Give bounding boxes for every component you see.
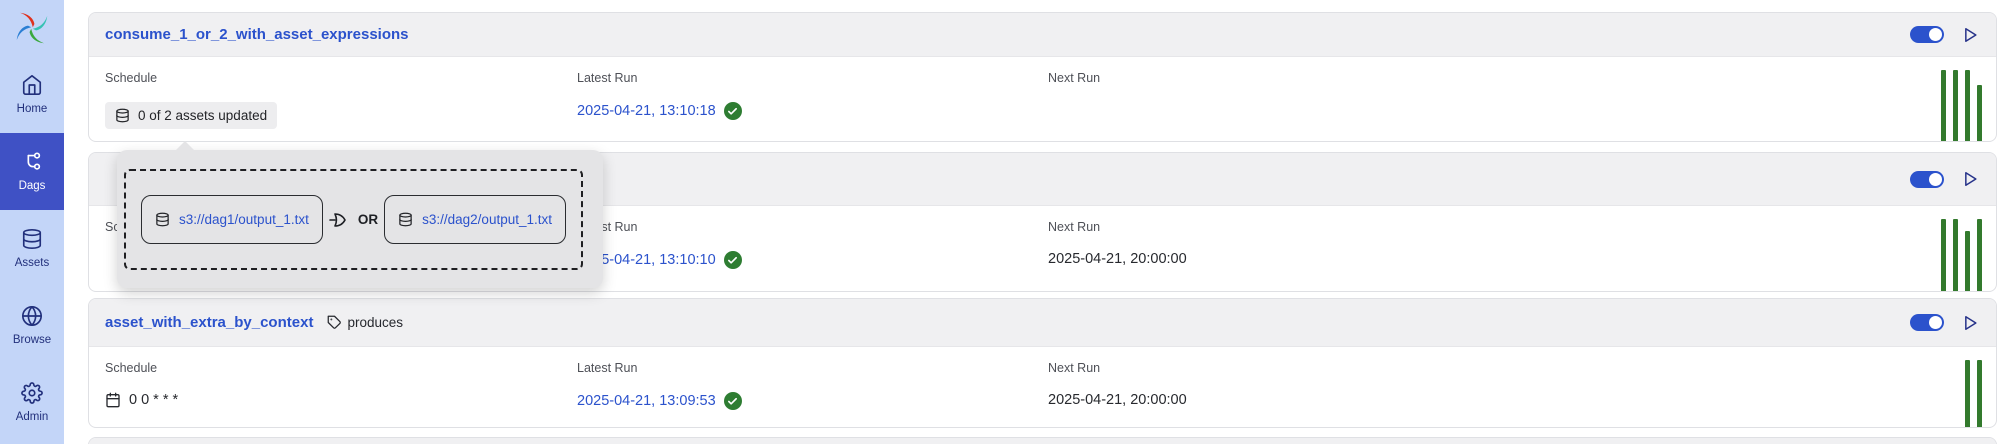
dag-tag[interactable]: produces xyxy=(327,315,403,330)
home-icon xyxy=(22,75,42,95)
run-bar[interactable] xyxy=(1941,219,1946,291)
run-duration-bars[interactable] xyxy=(1941,70,1982,141)
asset-uri-link[interactable]: s3://dag1/output_1.txt xyxy=(179,212,309,227)
sidebar-item-dags[interactable]: Dags xyxy=(0,133,64,210)
sidebar-item-label: Dags xyxy=(18,180,46,192)
sidebar-item-home[interactable]: Home xyxy=(0,56,64,133)
sidebar-item-label: Assets xyxy=(14,257,50,269)
sidebar-item-label: Admin xyxy=(15,411,49,423)
dag-tag-label: produces xyxy=(347,315,403,330)
schedule-label: Schedule xyxy=(105,71,158,85)
trigger-dag-button[interactable] xyxy=(1960,25,1980,45)
schedule-label: Schedule xyxy=(105,361,158,375)
run-bar[interactable] xyxy=(1941,70,1946,141)
run-duration-bars[interactable] xyxy=(1941,219,1982,291)
success-check-icon xyxy=(723,392,742,410)
database-icon xyxy=(399,212,412,227)
sidebar-item-label: Browse xyxy=(12,334,52,346)
sidebar: Home Dags Assets Browse Admin xyxy=(0,0,64,444)
success-check-icon xyxy=(723,251,742,269)
airflow-logo[interactable] xyxy=(0,0,64,56)
play-icon xyxy=(1965,315,1977,330)
latest-run-label: Latest Run xyxy=(577,361,638,375)
run-duration-bars[interactable] xyxy=(1965,360,1982,427)
asset-schedule-badge[interactable]: 0 of 2 assets updated xyxy=(105,102,278,129)
database-icon xyxy=(116,108,129,123)
sidebar-item-label: Home xyxy=(16,103,48,115)
next-run-value: 2025-04-21, 20:00:00 xyxy=(1048,251,1187,267)
dag-card xyxy=(88,437,1997,444)
trigger-dag-button[interactable] xyxy=(1960,313,1980,333)
dag-card-body: Schedule 0 0 * * * Latest Run 2025-04-21… xyxy=(89,347,1996,427)
run-bar[interactable] xyxy=(1953,219,1958,291)
toggle-knob xyxy=(1929,28,1942,41)
latest-run-link[interactable]: 2025-04-21, 13:10:18 xyxy=(577,103,716,119)
dag-card-body: Schedule 0 of 2 assets updated Latest Ru… xyxy=(89,57,1996,141)
schedule-badge-text: 0 of 2 assets updated xyxy=(138,108,268,123)
dag-enabled-toggle[interactable] xyxy=(1910,170,1944,188)
or-operator-label: OR xyxy=(357,212,379,227)
sidebar-item-admin[interactable]: Admin xyxy=(0,364,64,441)
or-operator: OR xyxy=(329,212,378,228)
toggle-knob xyxy=(1929,316,1942,329)
run-bar[interactable] xyxy=(1977,360,1982,427)
sidebar-item-assets[interactable]: Assets xyxy=(0,210,64,287)
popover-arrow xyxy=(175,141,195,151)
dag-card-header: consume_1_or_2_with_asset_expressions xyxy=(89,13,1996,57)
latest-run-label: Latest Run xyxy=(577,71,638,85)
run-bar[interactable] xyxy=(1977,219,1982,291)
cron-schedule-value: 0 0 * * * xyxy=(129,392,179,408)
dag-enabled-toggle[interactable] xyxy=(1910,314,1944,331)
trigger-dag-button[interactable] xyxy=(1960,169,1980,189)
next-run-label: Next Run xyxy=(1048,361,1101,375)
toggle-knob xyxy=(1929,172,1942,186)
calendar-icon xyxy=(106,392,120,408)
play-icon xyxy=(1965,27,1977,42)
assets-icon xyxy=(22,229,42,249)
latest-run-link[interactable]: 2025-04-21, 13:10:10 xyxy=(577,252,716,268)
run-bar[interactable] xyxy=(1965,231,1970,291)
dags-icon xyxy=(27,152,41,170)
run-bar[interactable] xyxy=(1965,70,1970,141)
airflow-pinwheel-icon xyxy=(16,12,48,44)
next-run-value: 2025-04-21, 20:00:00 xyxy=(1048,392,1187,408)
next-run-label: Next Run xyxy=(1048,220,1101,234)
dag-title-link[interactable]: asset_with_extra_by_context xyxy=(105,314,314,331)
run-bar[interactable] xyxy=(1977,84,1982,141)
play-icon xyxy=(1965,172,1977,186)
asset-box: s3://dag2/output_1.txt xyxy=(384,195,566,244)
dag-card: consume_1_or_2_with_asset_expressions Sc… xyxy=(88,12,1997,142)
browse-icon xyxy=(22,306,42,326)
dag-list: consume_1_or_2_with_asset_expressions Sc… xyxy=(64,0,2009,444)
dag-card: asset_with_extra_by_context produces Sch… xyxy=(88,298,1997,428)
asset-uri-link[interactable]: s3://dag2/output_1.txt xyxy=(422,212,552,227)
sidebar-item-browse[interactable]: Browse xyxy=(0,287,64,364)
asset-expression-popover: s3://dag1/output_1.txt OR s3://dag2/outp… xyxy=(117,141,603,288)
dag-title-link[interactable]: consume_1_or_2_with_asset_expressions xyxy=(105,26,409,43)
run-bar[interactable] xyxy=(1953,70,1958,141)
next-run-label: Next Run xyxy=(1048,71,1101,85)
dag-card-header xyxy=(89,438,1996,444)
asset-box: s3://dag1/output_1.txt xyxy=(141,195,323,244)
success-check-icon xyxy=(723,102,742,120)
dag-card-header: asset_with_extra_by_context produces xyxy=(89,299,1996,347)
dag-enabled-toggle[interactable] xyxy=(1910,26,1944,43)
asset-expression-group: s3://dag1/output_1.txt OR s3://dag2/outp… xyxy=(124,169,583,270)
tag-icon xyxy=(328,315,342,329)
or-gate-icon xyxy=(329,212,346,227)
run-bar[interactable] xyxy=(1965,360,1970,427)
latest-run-link[interactable]: 2025-04-21, 13:09:53 xyxy=(577,393,716,409)
sidebar-nav: Home Dags Assets Browse Admin xyxy=(0,56,64,441)
admin-icon xyxy=(21,382,43,404)
database-icon xyxy=(156,212,169,227)
